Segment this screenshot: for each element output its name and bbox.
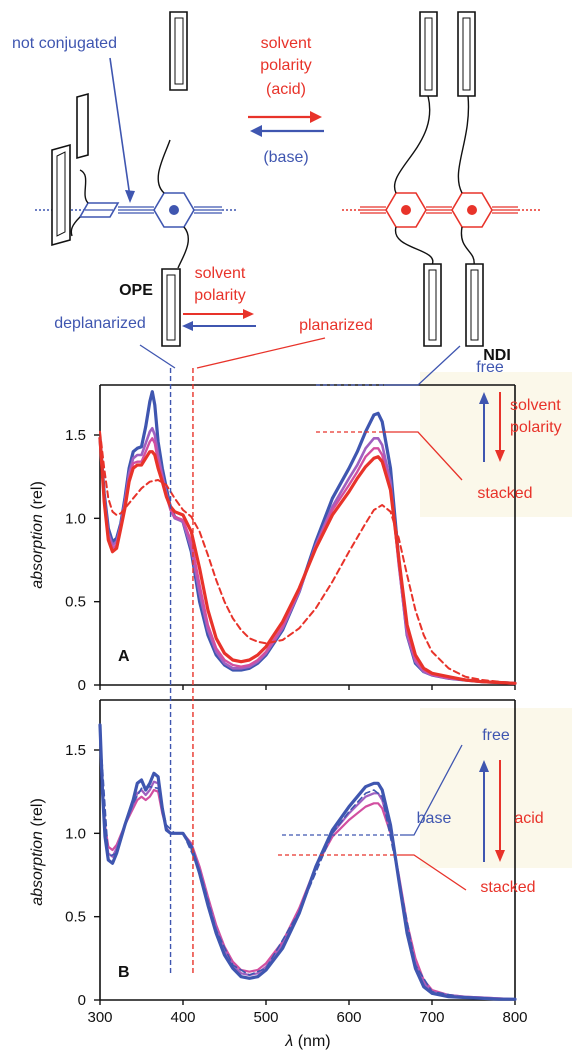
chart-panel-b: 0 0.5 1.0 1.5 300 400 500 600 700 800 B absorptio… — [29, 699, 572, 1050]
legend-solvent-label: solvent — [195, 265, 246, 282]
panel-b-label: B — [118, 964, 130, 981]
y-tick-label-b-3: 1.5 — [65, 742, 86, 759]
y-tick-label-b-2: 1.0 — [65, 825, 86, 842]
panel-b-down-arrowhead — [495, 850, 505, 862]
panel-a-legend-bg — [420, 372, 572, 517]
series-line-b-2 — [98, 723, 517, 1001]
panel-b-up-arrowhead — [479, 760, 489, 772]
x-tick-label-5: 800 — [502, 1009, 527, 1026]
y-tick-label-a-2: 1.0 — [65, 510, 86, 527]
y-tick-label-a-3: 1.5 — [65, 427, 86, 444]
panel-b-free-label: free — [482, 727, 510, 744]
deplanarized-molecule-drawing — [35, 11, 236, 347]
legend-right-arrowhead — [243, 309, 254, 319]
legend-left-arrowhead — [182, 321, 193, 331]
panel-a-down-arrowhead — [495, 450, 505, 462]
wavelength-markers — [169, 368, 194, 974]
panel-a-label: A — [118, 648, 130, 665]
ndi-label: NDI — [483, 347, 511, 364]
planarized-pointer — [196, 337, 326, 369]
forward-arrowhead — [310, 111, 322, 123]
arrow-label-polarity: polarity — [260, 57, 312, 74]
panel-b-stacked-label: stacked — [480, 879, 535, 896]
panel-b-stacked-pointer — [400, 854, 467, 891]
panel-b-legend-bg — [420, 708, 572, 868]
deplanarized-pointer — [139, 344, 176, 369]
series-line-a-3 — [98, 436, 517, 685]
panel-b-base-label: base — [417, 810, 452, 827]
panel-a-free-label: free — [476, 359, 504, 376]
panel-a-stacked-pointer — [384, 431, 463, 481]
series-line-a-4 — [99, 430, 516, 685]
ope-label: OPE — [119, 282, 153, 299]
x-tick-label-3: 600 — [336, 1009, 361, 1026]
y-tick-label-a-0: 0 — [78, 677, 86, 694]
x-tick-label-2: 500 — [253, 1009, 278, 1026]
panel-a-free-pointer — [384, 345, 461, 386]
panel-b-y-axis-label: absorption (rel) — [29, 798, 46, 906]
not-conjugated-label: not conjugated — [12, 35, 117, 52]
ope-legend: OPE deplanarized solvent polarity planar… — [54, 265, 511, 369]
panel-b-acid-label: acid — [514, 810, 543, 827]
arrow-label-acid: (acid) — [266, 81, 306, 98]
arrow-label-base: (base) — [263, 149, 308, 166]
not-conjugated-arrowhead — [125, 190, 135, 203]
panel-b-free-pointer — [400, 744, 463, 836]
arrow-label-solvent: solvent — [261, 35, 312, 52]
molecular-scheme: not conjugated solvent polarity (acid) (… — [12, 11, 540, 347]
legend-polarity-label: polarity — [194, 287, 246, 304]
panel-a-y-axis-label: absorption (rel) — [29, 481, 46, 589]
panel-a-solvent-label: solvent — [510, 397, 561, 414]
series-line-b-3 — [99, 729, 516, 1000]
planarized-molecule-drawing — [342, 11, 540, 347]
y-tick-label-b-0: 0 — [78, 992, 86, 1009]
backward-arrowhead — [250, 125, 262, 137]
deplanarized-label: deplanarized — [54, 315, 146, 332]
x-tick-label-1: 400 — [170, 1009, 195, 1026]
panel-a-polarity-label: polarity — [510, 419, 562, 436]
chart-panel-a: 0 0.5 1.0 1.5 A absorption (rel) free stack… — [29, 345, 572, 694]
equilibrium-arrows: solvent polarity (acid) (base) — [248, 35, 324, 166]
planarized-label: planarized — [299, 317, 373, 334]
y-tick-label-b-1: 0.5 — [65, 909, 86, 926]
y-tick-label-a-1: 0.5 — [65, 594, 86, 611]
x-tick-label-4: 700 — [419, 1009, 444, 1026]
x-tick-label-0: 300 — [87, 1009, 112, 1026]
not-conjugated-pointer — [109, 57, 131, 198]
panel-a-up-arrowhead — [479, 392, 489, 404]
x-axis-label: λ (nm) — [284, 1033, 330, 1050]
panel-a-stacked-label: stacked — [477, 485, 532, 502]
